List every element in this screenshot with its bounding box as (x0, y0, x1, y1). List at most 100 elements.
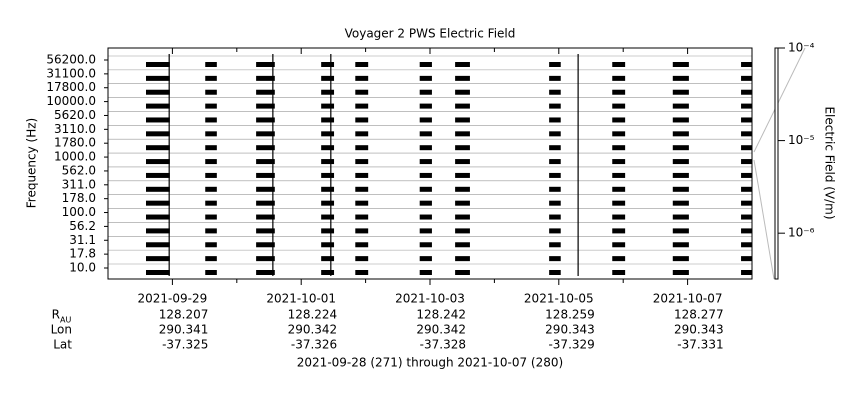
burst (321, 270, 335, 275)
y-tick-label: 31100.0 (46, 66, 96, 80)
burst (205, 172, 217, 178)
colorbar-tick-label: 10⁻⁵ (788, 133, 815, 147)
ephemeris-value: -37.325 (162, 338, 208, 352)
burst (612, 62, 626, 67)
zoom-line (753, 47, 806, 153)
burst (205, 159, 217, 165)
burst (145, 186, 170, 192)
burst (205, 214, 217, 220)
burst (612, 75, 626, 81)
burst (145, 117, 170, 123)
burst (549, 214, 561, 220)
x-tick-label: 2021-10-01 (266, 292, 336, 306)
burst (355, 131, 369, 137)
burst (672, 200, 689, 206)
colorbar-label: Electric Field (V/m) (823, 106, 837, 219)
burst (419, 200, 432, 206)
burst (145, 172, 170, 178)
x-tick-label: 2021-10-03 (395, 292, 465, 306)
ephemeris-value: 290.342 (416, 323, 466, 337)
burst (672, 103, 689, 109)
burst (205, 256, 217, 262)
burst (741, 159, 752, 165)
burst (549, 256, 561, 262)
burst (355, 75, 369, 81)
burst (256, 214, 275, 220)
zoom-line (753, 159, 775, 280)
footer: 2021-09-28 (271) through 2021-10-07 (280… (297, 356, 563, 370)
burst (145, 89, 170, 95)
burst (549, 172, 561, 178)
ephemeris-value: 290.343 (545, 323, 595, 337)
burst (455, 172, 470, 178)
burst (205, 62, 217, 67)
x-tick-label: 2021-10-05 (524, 292, 594, 306)
burst (549, 242, 561, 248)
burst (419, 145, 432, 151)
ephemeris-value: 290.342 (288, 323, 338, 337)
burst (419, 62, 432, 67)
burst (455, 131, 470, 137)
burst (355, 145, 369, 151)
burst (672, 270, 689, 275)
burst (549, 75, 561, 81)
burst (419, 131, 432, 137)
burst (455, 75, 470, 81)
burst (455, 242, 470, 248)
burst (321, 62, 335, 67)
y-tick-label: 10000.0 (46, 94, 96, 108)
burst (355, 117, 369, 123)
burst (321, 214, 335, 220)
burst (321, 186, 335, 192)
burst (612, 228, 626, 234)
burst (145, 159, 170, 165)
ephemeris-value: -37.329 (548, 338, 594, 352)
burst (205, 75, 217, 81)
y-tick-label: 1000.0 (54, 150, 96, 164)
burst (419, 186, 432, 192)
burst (612, 186, 626, 192)
burst (256, 256, 275, 262)
burst (672, 62, 689, 67)
ephemeris-value: 290.343 (674, 323, 724, 337)
burst (321, 131, 335, 137)
burst (205, 103, 217, 109)
y-tick-label: 56200.0 (46, 53, 96, 67)
burst (741, 131, 752, 137)
colorbar-tick-label: 10⁻⁶ (788, 226, 815, 240)
burst (256, 75, 275, 81)
burst (256, 172, 275, 178)
burst (355, 89, 369, 95)
burst (321, 103, 335, 109)
burst (549, 89, 561, 95)
burst (355, 256, 369, 262)
burst (419, 103, 432, 109)
burst (455, 103, 470, 109)
burst (455, 89, 470, 95)
burst (741, 214, 752, 220)
burst (672, 172, 689, 178)
y-tick-label: 5620.0 (54, 108, 96, 122)
burst (741, 172, 752, 178)
colorbar-tick-label: 10⁻⁴ (788, 41, 815, 55)
burst (612, 172, 626, 178)
y-tick-label: 17.8 (69, 247, 96, 261)
ephemeris-label: Lat (53, 338, 72, 352)
burst (455, 228, 470, 234)
burst (205, 186, 217, 192)
burst (741, 186, 752, 192)
burst (256, 270, 275, 275)
burst (455, 62, 470, 67)
burst (419, 117, 432, 123)
burst (549, 228, 561, 234)
chart-title: Voyager 2 PWS Electric Field (345, 27, 516, 41)
burst (355, 214, 369, 220)
burst (672, 75, 689, 81)
burst (672, 145, 689, 151)
burst (419, 172, 432, 178)
y-tick-label: 100.0 (62, 205, 96, 219)
burst (145, 62, 170, 67)
y-tick-label: 3110.0 (54, 122, 96, 136)
burst (612, 103, 626, 109)
burst (455, 145, 470, 151)
